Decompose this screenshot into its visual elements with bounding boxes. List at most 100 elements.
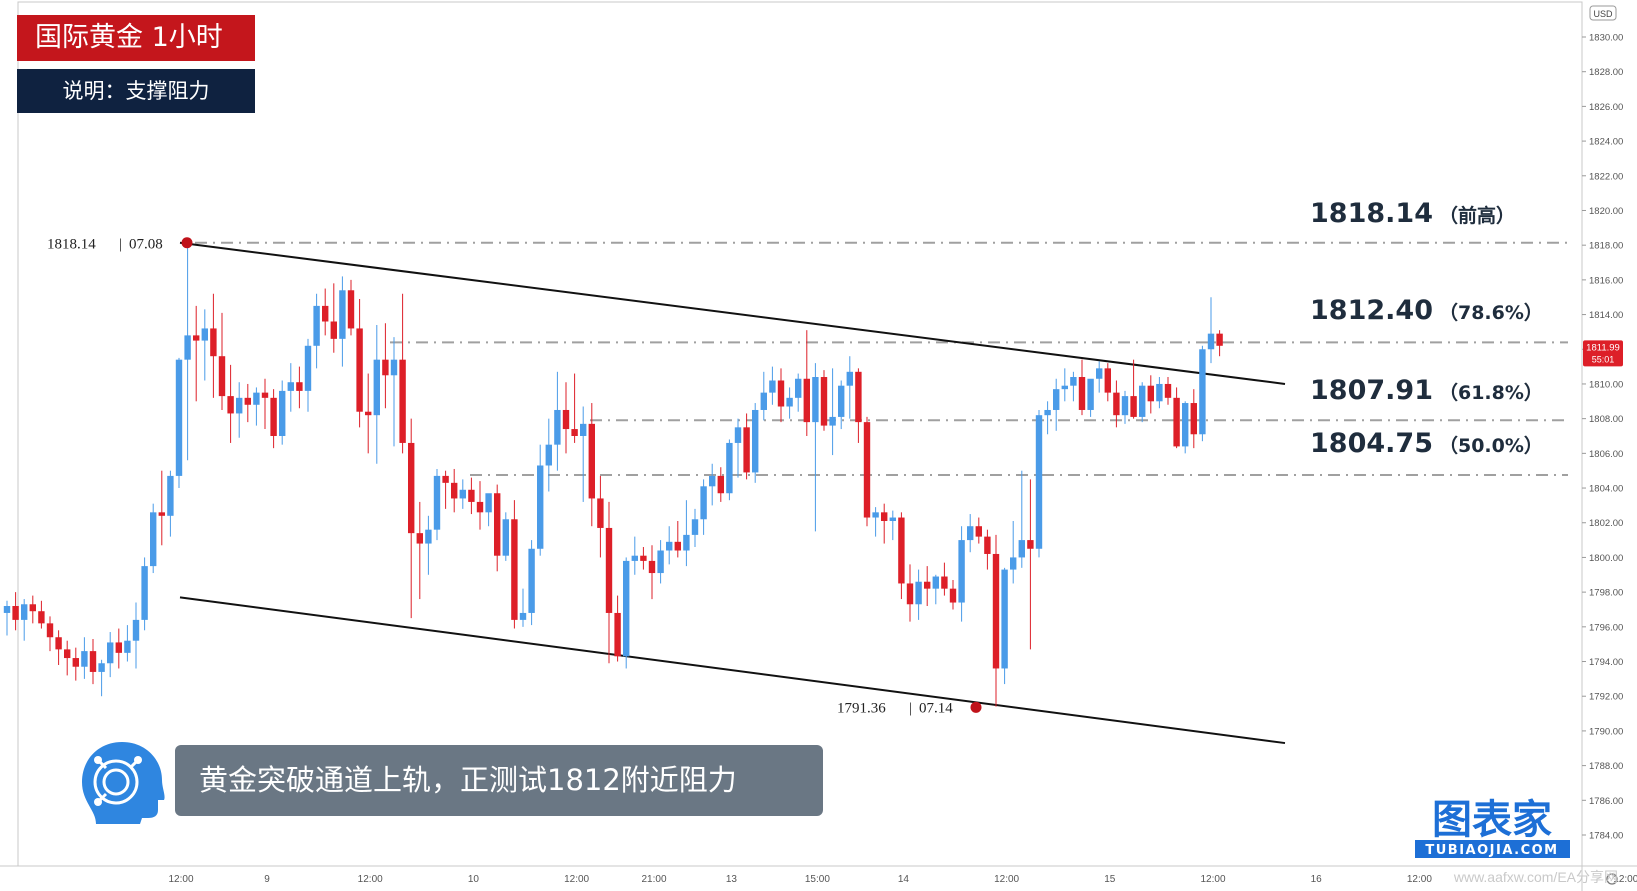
candle-body (812, 377, 819, 423)
candle-up (167, 470, 174, 537)
candle-body (29, 604, 36, 612)
candle-body (941, 576, 948, 589)
candle-body (932, 576, 939, 589)
candle-body (640, 555, 647, 561)
candle-body (1216, 333, 1223, 346)
candle-body (244, 397, 251, 405)
candle-down (863, 416, 871, 527)
candle-up (107, 632, 114, 678)
candle-up (425, 515, 432, 575)
last-price-label: 1811.99 (1586, 342, 1620, 353)
level-annotation: 1807.91 （61.8%） (1310, 375, 1543, 406)
candle-body (382, 359, 389, 376)
candle-down (1130, 359, 1137, 419)
candle-body (734, 427, 742, 443)
candle-up (1087, 378, 1094, 417)
candle-up (124, 625, 131, 662)
candle-body (889, 517, 896, 522)
y-tick-label: 1826.00 (1589, 102, 1623, 113)
candle-down (777, 368, 785, 423)
candle-body (1070, 377, 1077, 386)
x-tick-label: 21:00 (641, 874, 666, 885)
candle-body (1035, 415, 1043, 549)
candle-body (683, 534, 690, 551)
candle-up (691, 508, 699, 548)
candle-down (614, 595, 621, 662)
candle-up (1139, 382, 1146, 423)
candle-up (502, 512, 509, 561)
candle-down (89, 638, 97, 685)
candle-body (296, 382, 303, 391)
y-tick-label: 1802.00 (1589, 518, 1623, 529)
x-tick-label: 16 (1311, 874, 1323, 885)
candle-body (657, 550, 664, 574)
candle-up (709, 463, 716, 506)
candle-body (571, 429, 578, 436)
candle-down (571, 373, 578, 443)
candle-down (1216, 330, 1223, 357)
candle-body (98, 663, 105, 672)
y-tick-label: 1808.00 (1589, 414, 1623, 425)
y-tick-label: 1824.00 (1589, 137, 1623, 148)
pivot-price-label: 1818.14 (47, 237, 96, 253)
candle-body (743, 427, 750, 473)
candle-body (1087, 378, 1094, 410)
candle-up (726, 439, 733, 501)
ai-avatar-icon (82, 742, 165, 824)
candle-body (829, 416, 836, 426)
candle-up (373, 324, 380, 464)
candle-up (1053, 378, 1060, 431)
level-note: （前高） (1439, 204, 1515, 227)
candle-up (1070, 371, 1077, 402)
candle-up (554, 371, 561, 471)
candle-body (1147, 385, 1154, 402)
candle-up (98, 659, 105, 697)
candle-body (666, 541, 673, 551)
candle-body (898, 517, 905, 584)
y-tick-label: 1820.00 (1589, 206, 1623, 217)
candle-body (949, 588, 957, 603)
bar-countdown: 55:01 (1592, 354, 1615, 364)
candle-body (1139, 385, 1146, 417)
plot-frame (17, 1, 1583, 867)
candle-up (1061, 368, 1068, 402)
candle-down (924, 566, 931, 607)
level-value: 1812.40 (1310, 295, 1433, 326)
candle-up (889, 510, 896, 541)
candle-body (339, 290, 346, 339)
candle-down (218, 312, 226, 410)
candle-body (115, 642, 122, 653)
candle-down (476, 481, 484, 530)
x-tick-label: 12:00 (994, 874, 1019, 885)
candle-body (347, 290, 355, 329)
candle-down (984, 529, 991, 570)
candle-body (1044, 409, 1051, 416)
candle-up (1035, 409, 1043, 558)
candle-down (408, 418, 415, 619)
last-price-bg (1583, 340, 1623, 367)
candle-down (992, 534, 1000, 707)
candle-up (958, 526, 965, 622)
x-tick-label: 10 (468, 874, 480, 885)
candle-up (1010, 521, 1017, 584)
candle-up (1018, 470, 1025, 568)
candle-down (511, 500, 518, 629)
candle-body (3, 606, 11, 613)
candle-down (158, 470, 165, 546)
candle-body (175, 359, 183, 476)
candle-down (64, 640, 71, 676)
pivot-separator: | (119, 237, 122, 253)
candle-body (261, 392, 269, 398)
candle-up (3, 600, 11, 636)
brand-name: 图表家 (1432, 797, 1552, 843)
candle-body (872, 512, 879, 518)
x-tick-label: 9 (264, 874, 270, 885)
candle-up (829, 368, 836, 456)
candle-up (279, 380, 286, 445)
candle-up (631, 536, 638, 575)
settings-icon (1606, 873, 1618, 885)
y-tick-label: 1796.00 (1589, 622, 1623, 633)
candle-body (365, 411, 372, 416)
